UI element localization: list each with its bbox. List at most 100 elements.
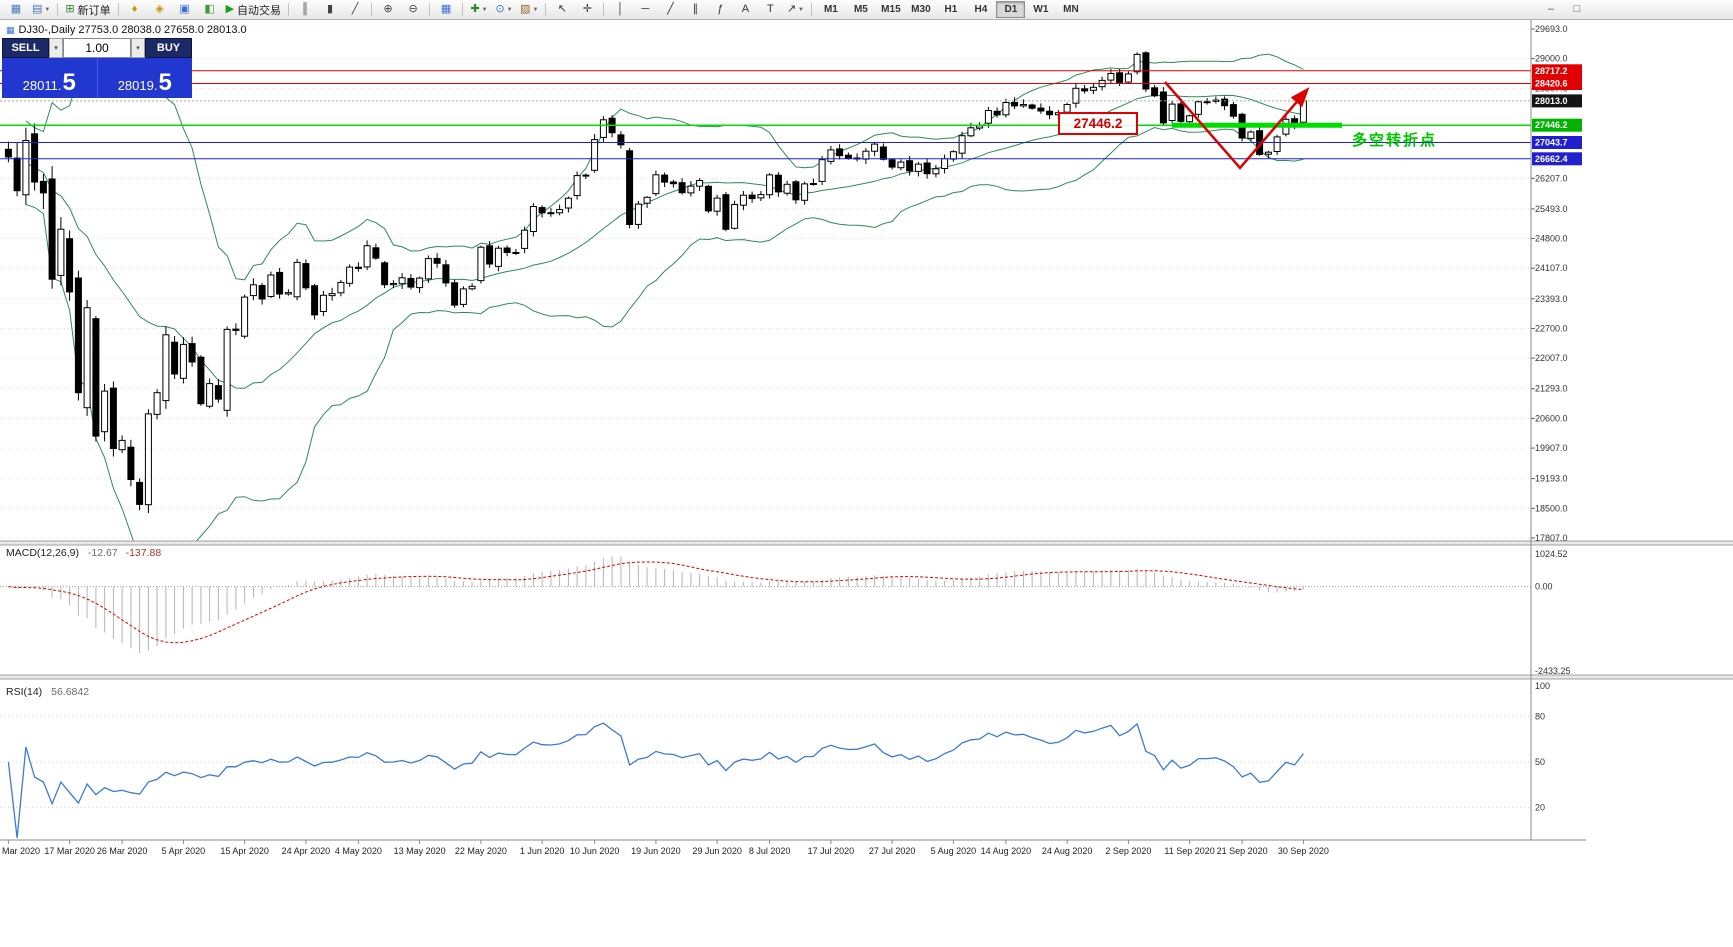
rsi-name: RSI(14) xyxy=(6,686,43,698)
sell-button[interactable]: SELL xyxy=(2,38,49,58)
date-tick-label: 8 Jul 2020 xyxy=(749,846,791,856)
date-tick-label: 4 May 2020 xyxy=(335,846,382,856)
rsi-value: 56.6842 xyxy=(51,686,90,698)
bar-chart-button[interactable]: ║ xyxy=(293,1,317,19)
macd-scale-label: -2433.25 xyxy=(1535,666,1571,676)
minimize-chart-icon: – xyxy=(1547,3,1555,15)
price-tag-label: 27446.2 xyxy=(1535,120,1568,130)
toolbar-separator xyxy=(117,3,119,16)
date-tick-label: 30 Sep 2020 xyxy=(1278,846,1329,856)
vertical-line-icon: │ xyxy=(616,3,624,15)
zoom-in-button[interactable]: ⊕ xyxy=(376,1,400,19)
timeframe-H4-button[interactable]: H4 xyxy=(974,4,988,15)
candlestick-series xyxy=(4,51,1307,513)
text-icon: A xyxy=(741,3,750,15)
price-tick-label: 22007.0 xyxy=(1535,353,1568,363)
restore-chart-button[interactable]: □ xyxy=(1565,1,1589,19)
date-tick-label: 27 Jul 2020 xyxy=(869,846,916,856)
new-chart-icon: ▦ xyxy=(10,3,22,15)
auto-trading-icon: ▶ xyxy=(225,3,235,15)
volume-increase-button[interactable]: ▾ xyxy=(131,38,145,58)
sell-price-main: 28011. xyxy=(22,77,62,93)
timeframe-W1-button[interactable]: W1 xyxy=(1033,4,1049,15)
macd-value-main: -12.67 xyxy=(87,547,118,559)
equidistant-channel-button[interactable]: ∥ xyxy=(683,1,707,19)
minimize-chart-button[interactable]: – xyxy=(1539,1,1563,19)
price-tag xyxy=(1532,94,1582,108)
macd-indicator-label: MACD(12,26,9) -12.67 -137.88 xyxy=(6,547,161,559)
buy-price-main: 28019. xyxy=(117,77,158,93)
auto-trading-button[interactable]: ▶ 自动交易 xyxy=(223,1,284,19)
market-watch-button[interactable]: ♦ xyxy=(123,1,147,19)
rsi-panel xyxy=(0,715,1531,839)
date-tick-label: 26 Mar 2020 xyxy=(97,846,148,856)
price-callout-box[interactable]: 27446.2 xyxy=(1058,112,1138,135)
new-chart-button[interactable]: ▦ xyxy=(4,1,28,19)
fibonacci-button[interactable]: ƒ xyxy=(708,1,732,19)
time-axis: Mar 2020 17 Mar 2020 26 Mar 2020 5 Apr 2020… xyxy=(2,840,1329,856)
volume-decrease-button[interactable]: ▾ xyxy=(49,38,63,58)
candlestick-chart-button[interactable]: ▮ xyxy=(318,1,342,19)
price-tag-label: 26662.4 xyxy=(1535,154,1568,164)
periods-button[interactable]: ⊙ ▼ xyxy=(492,1,516,19)
buy-button[interactable]: BUY xyxy=(145,38,192,58)
toolbar-separator xyxy=(462,3,464,16)
tile-windows-icon: ▦ xyxy=(440,3,452,15)
timeframe-D1-button[interactable]: D1 xyxy=(996,1,1026,18)
navigator-button[interactable]: ◈ xyxy=(148,1,172,19)
bollinger-middle-line xyxy=(25,94,1304,389)
trendline-button[interactable]: ╱ xyxy=(658,1,682,19)
text-label-button[interactable]: T xyxy=(758,1,782,19)
cursor-button[interactable]: ↖ xyxy=(550,1,574,19)
macd-value-signal: -137.88 xyxy=(125,547,162,559)
timeframe-MN-button[interactable]: MN xyxy=(1063,4,1079,15)
templates-caret-icon: ▼ xyxy=(532,6,539,13)
timeframe-M15-button[interactable]: M15 xyxy=(881,4,901,15)
timeframe-H1-button[interactable]: H1 xyxy=(944,4,958,15)
date-tick-label: 21 Sep 2020 xyxy=(1217,846,1268,856)
toolbar-separator xyxy=(811,3,813,16)
volume-input[interactable] xyxy=(63,38,131,58)
periods-caret-icon: ▼ xyxy=(506,6,513,13)
price-tag xyxy=(1532,64,1582,78)
zoom-in-icon: ⊕ xyxy=(383,3,393,15)
text-label-icon: T xyxy=(767,3,774,15)
toolbar: ▦ ▤ ▼ ⊞ 新订单 ♦ ◈ ▣ ◧ ▶ 自动交易 ║ ▮ ╱ ⊕ ⊖ ▦ ✚ ▼ ⊙ ▼ ▨ ▼ ↖ ✛ │ ─ ╱ ∥ ƒ A T ↗ ▼ M… xyxy=(0,0,1733,20)
sell-price[interactable]: 28011. 5 xyxy=(2,58,97,98)
line-chart-button[interactable]: ╱ xyxy=(343,1,367,19)
timeframe-M1-button[interactable]: M1 xyxy=(823,4,838,15)
chart-profiles-caret-icon: ▼ xyxy=(44,6,51,13)
crosshair-button[interactable]: ✛ xyxy=(575,1,599,19)
arrows-tool-icon: ↗ xyxy=(786,3,797,15)
text-button[interactable]: A xyxy=(733,1,757,19)
templates-icon: ▨ xyxy=(520,3,531,15)
timeframe-M30-button[interactable]: M30 xyxy=(911,4,931,15)
indicators-button[interactable]: ✚ ▼ xyxy=(467,1,491,19)
price-tick-label: 23393.0 xyxy=(1535,294,1568,304)
buy-price[interactable]: 28019. 5 xyxy=(96,58,193,98)
arrows-tool-button[interactable]: ↗ ▼ xyxy=(783,1,807,19)
chart-profiles-button[interactable]: ▤ ▼ xyxy=(29,1,53,19)
strategy-tester-button[interactable]: ◧ xyxy=(198,1,222,19)
templates-button[interactable]: ▨ ▼ xyxy=(517,1,541,19)
timeframe-M5-button[interactable]: M5 xyxy=(853,4,868,15)
chart-window: 29693.029000.028307.026207.025493.024800… xyxy=(0,20,1733,942)
terminal-button[interactable]: ▣ xyxy=(173,1,197,19)
strategy-tester-icon: ◧ xyxy=(204,3,215,15)
trend-reversal-arrow[interactable] xyxy=(1164,81,1310,170)
navigator-icon: ◈ xyxy=(155,3,164,15)
sell-price-pips: 5 xyxy=(62,68,76,96)
vertical-line-button[interactable]: │ xyxy=(608,1,632,19)
new-order-button[interactable]: ⊞ 新订单 xyxy=(62,1,113,19)
tile-windows-button[interactable]: ▦ xyxy=(434,1,458,19)
date-tick-label: 14 Aug 2020 xyxy=(981,846,1032,856)
zoom-out-button[interactable]: ⊖ xyxy=(401,1,425,19)
date-tick-label: 17 Jul 2020 xyxy=(808,846,855,856)
macd-name: MACD(12,26,9) xyxy=(6,547,79,559)
horizontal-line-button[interactable]: ─ xyxy=(633,1,657,19)
horizontal-line-icon: ─ xyxy=(641,3,650,15)
toolbar-separator xyxy=(371,3,373,16)
terminal-icon: ▣ xyxy=(179,3,190,15)
price-tag xyxy=(1532,152,1582,166)
turning-point-annotation[interactable]: 多空转折点 xyxy=(1352,132,1438,149)
